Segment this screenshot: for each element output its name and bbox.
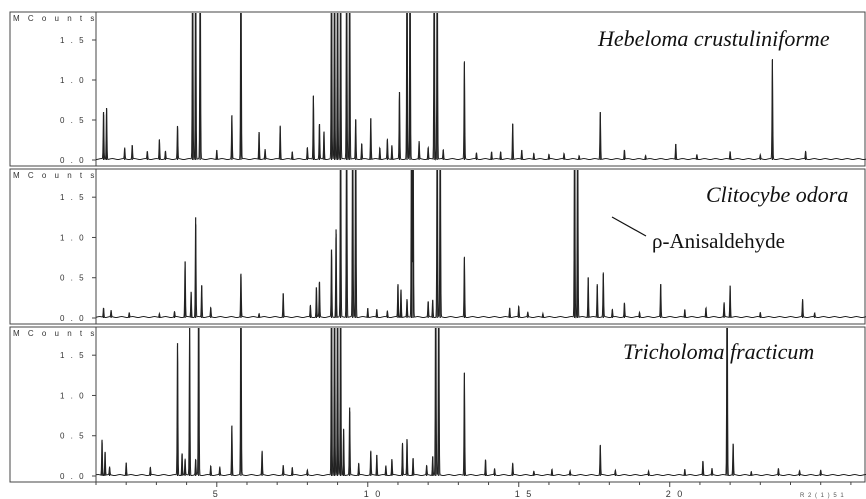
chromatogram-panels: M C o u n t s 0 . 0 0 . 5 1 . 0 1 . 5 Hebelom…	[9, 11, 866, 483]
x-tick-label: 1 0	[364, 489, 383, 499]
y-tick-label: 1 . 5	[60, 351, 86, 360]
y-tick-label: 1 . 0	[60, 391, 86, 400]
panel-title: Hebeloma crustuliniforme	[597, 26, 830, 51]
annotation-leader-line	[611, 216, 647, 237]
y-tick-label: 1 . 5	[60, 36, 86, 45]
chromatogram-panel: M C o u n t s 0 . 0 0 . 5 1 . 0 1 . 5 Clitocy…	[9, 168, 866, 325]
y-tick-label: 1 . 5	[60, 193, 86, 202]
y-tick-label: 1 . 0	[60, 76, 86, 85]
peak-annotation: ρ-Anisaldehyde	[652, 229, 785, 253]
panel-title: Clitocybe odora	[706, 182, 848, 207]
x-tick-label: 5	[213, 489, 220, 499]
panel-frame	[9, 11, 866, 167]
x-tick-label: 2 0	[666, 489, 685, 499]
panel-title: Tricholoma fracticum	[623, 339, 814, 364]
chromatogram-panel: M C o u n t s 0 . 0 0 . 5 1 . 0 1 . 5 Trichol…	[9, 326, 866, 483]
panel-frame	[9, 168, 866, 325]
chromatogram-trace	[96, 13, 866, 161]
y-tick-label: 1 . 0	[60, 233, 86, 242]
x-tick-label: 1 5	[515, 489, 534, 499]
x-axis-corner-text: R 2 ( 1 ) 5 1	[800, 493, 845, 499]
x-axis: 5 1 0 1 5 2 0	[95, 482, 852, 499]
y-tick-label: 0 . 5	[60, 274, 86, 283]
y-axis-label: M C o u n t s	[13, 329, 97, 338]
y-tick-label: 0 . 5	[60, 432, 86, 441]
y-tick-label: 0 . 0	[60, 472, 86, 481]
y-tick-label: 0 . 0	[60, 314, 86, 323]
y-tick-label: 0 . 5	[60, 116, 86, 125]
y-tick-label: 0 . 0	[60, 156, 86, 165]
chromatogram-trace	[96, 328, 866, 477]
chromatogram-trace	[96, 170, 866, 319]
y-axis-label: M C o u n t s	[13, 171, 97, 180]
panel-frame	[9, 326, 866, 483]
y-axis-label: M C o u n t s	[13, 14, 97, 23]
chromatogram-panel: M C o u n t s 0 . 0 0 . 5 1 . 0 1 . 5 Hebelom…	[9, 11, 866, 167]
